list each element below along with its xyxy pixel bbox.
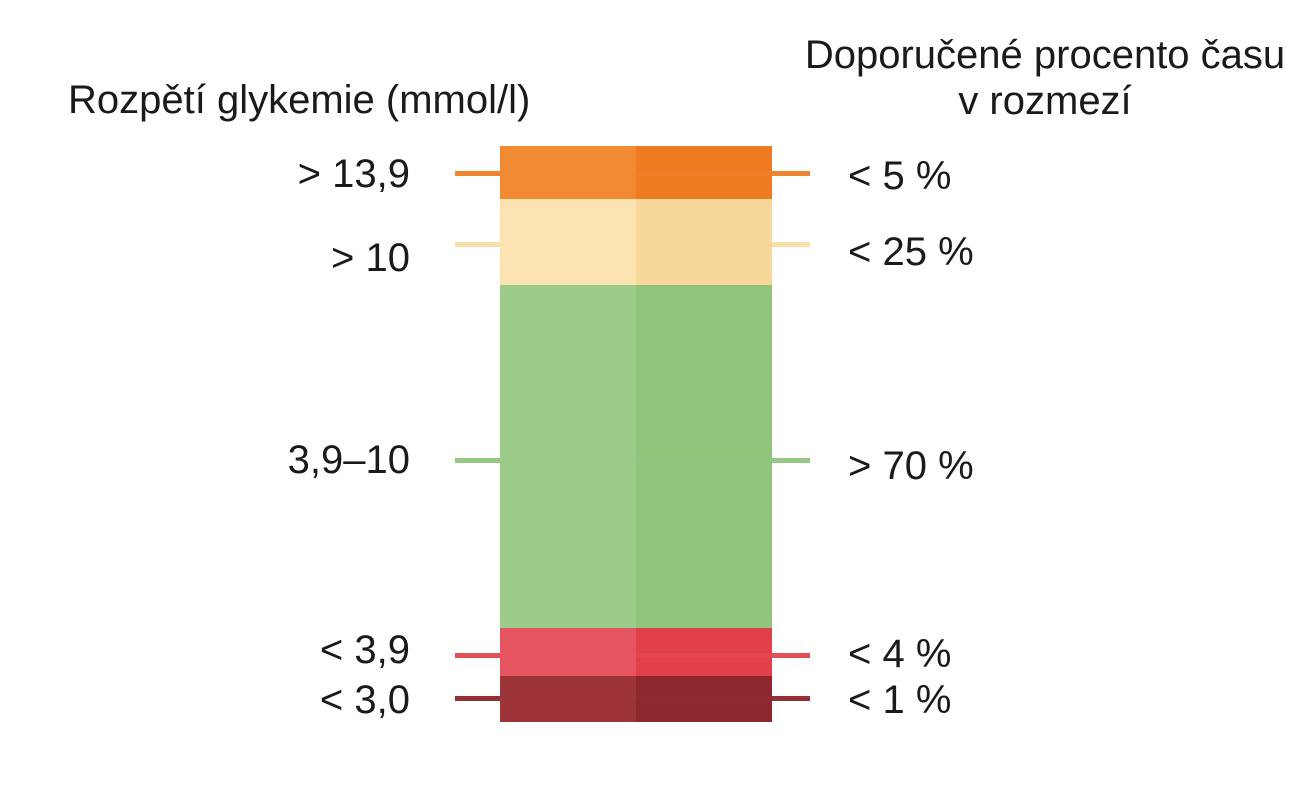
tick-mid-low (636, 653, 772, 658)
band-low-right (636, 628, 772, 676)
percent-label-very-high: < 5 % (848, 154, 952, 198)
glucose-range-title: Rozpětí glykemie (mmol/l) (68, 78, 531, 122)
band-very-low-right (636, 676, 772, 722)
glucose-label-high: > 10 (331, 236, 410, 280)
tick-right-high (772, 242, 810, 247)
band-very-low-left (500, 676, 636, 722)
band-high (500, 199, 772, 285)
glucose-label-very-high: > 13,9 (297, 152, 410, 196)
tick-right-very-high (772, 171, 810, 176)
glucose-label-in-range: 3,9–10 (287, 438, 410, 482)
tick-mid-in-range (636, 458, 772, 463)
percent-label-very-low: < 1 % (848, 678, 952, 722)
percent-label-high: < 25 % (848, 230, 974, 274)
tick-right-in-range (772, 458, 810, 463)
band-very-high (500, 146, 772, 199)
band-high-left (500, 199, 636, 285)
band-low-left (500, 628, 636, 676)
band-in-range-right (636, 285, 772, 628)
tick-left-high (455, 242, 500, 247)
recommended-time-title: Doporučené procento času v rozmezí (790, 32, 1300, 124)
percent-label-low: < 4 % (848, 632, 952, 676)
tick-left-in-range (455, 458, 500, 463)
band-in-range (500, 285, 772, 628)
band-very-low (500, 676, 772, 722)
glucose-label-low: < 3,9 (319, 628, 410, 672)
glucose-label-very-low: < 3,0 (319, 678, 410, 722)
tick-right-low (772, 653, 810, 658)
tick-mid-very-low (636, 696, 772, 701)
tick-left-low (455, 653, 500, 658)
band-high-right (636, 199, 772, 285)
band-very-high-right (636, 146, 772, 199)
tick-left-very-low (455, 696, 500, 701)
tick-left-very-high (455, 171, 500, 176)
recommended-time-title-line1: Doporučené procento času (804, 33, 1286, 77)
tick-right-very-low (772, 696, 810, 701)
band-very-high-left (500, 146, 636, 199)
tick-mid-very-high (636, 171, 772, 176)
percent-label-in-range: > 70 % (848, 444, 974, 488)
band-in-range-left (500, 285, 636, 628)
recommended-time-title-line2: v rozmezí (958, 79, 1132, 123)
band-low (500, 628, 772, 676)
glucose-range-bar (500, 146, 772, 722)
